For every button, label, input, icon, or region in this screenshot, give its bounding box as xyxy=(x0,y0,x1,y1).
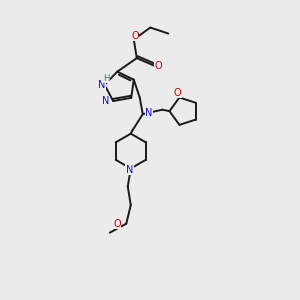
Text: O: O xyxy=(155,61,163,70)
Text: O: O xyxy=(113,219,121,229)
Text: N: N xyxy=(145,108,152,118)
Text: N: N xyxy=(98,80,105,90)
Text: H: H xyxy=(103,74,110,83)
Text: N: N xyxy=(126,165,133,175)
Text: O: O xyxy=(131,31,139,41)
Text: O: O xyxy=(174,88,182,98)
Text: N: N xyxy=(102,96,110,106)
